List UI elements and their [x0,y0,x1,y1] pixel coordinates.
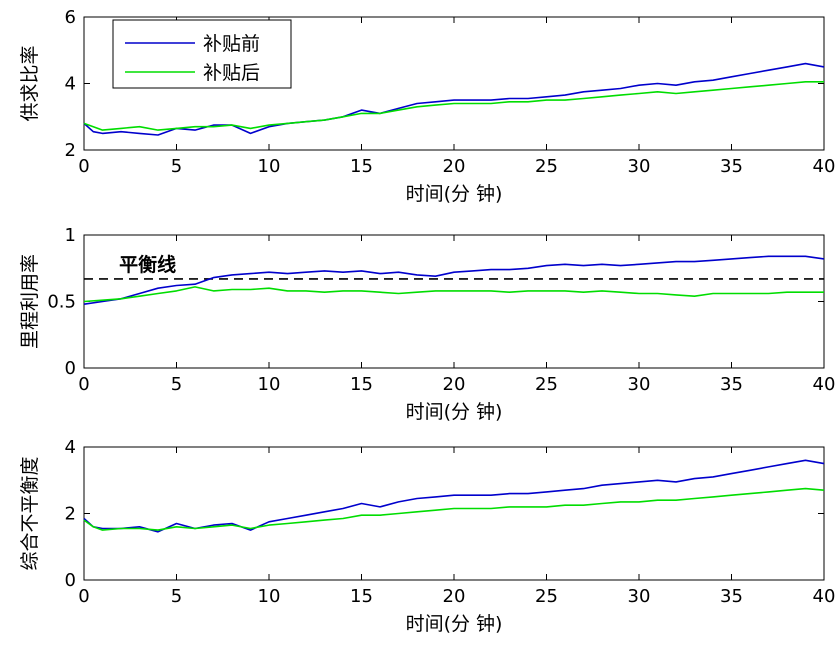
x-tick-label: 10 [258,586,281,607]
x-tick-label: 5 [171,586,182,607]
y-tick-label: 6 [65,7,76,28]
x-tick-label: 25 [535,586,558,607]
x-tick-label: 40 [813,374,836,395]
x-tick-label: 5 [171,156,182,177]
x-tick-label: 15 [350,156,373,177]
x-axis-label: 时间(分 钟) [406,401,503,423]
y-tick-label: 2 [65,140,76,161]
y-tick-label: 4 [65,74,76,95]
x-tick-label: 30 [628,586,651,607]
x-tick-label: 0 [78,156,89,177]
x-axis-label: 时间(分 钟) [406,613,503,635]
x-tick-label: 15 [350,374,373,395]
x-tick-label: 10 [258,156,281,177]
y-axis-label: 供求比率 [19,45,41,121]
x-tick-label: 0 [78,374,89,395]
x-tick-label: 5 [171,374,182,395]
plot-area-3 [83,446,825,581]
x-tick-label: 20 [443,374,466,395]
y-tick-label: 2 [65,504,76,525]
y-axis-label: 综合不平衡度 [19,456,41,570]
x-tick-label: 0 [78,586,89,607]
y-tick-label: 1 [65,225,76,246]
x-tick-label: 30 [628,156,651,177]
x-tick-label: 40 [813,586,836,607]
series-line-after [83,487,825,531]
balance-line-label: 平衡线 [119,253,176,276]
series-line-before [83,255,825,305]
x-tick-label: 30 [628,374,651,395]
y-axis-label: 里程利用率 [19,254,41,349]
y-tick-label: 4 [65,437,76,458]
series-line-before [83,62,825,136]
y-tick-label: 0.5 [47,292,76,313]
series-line-after [83,286,824,303]
x-tick-label: 40 [813,156,836,177]
y-tick-label: 0 [65,570,76,591]
legend-box [112,19,292,89]
x-tick-label: 20 [443,586,466,607]
legend-label-after: 补贴后 [203,62,260,84]
x-tick-label: 25 [535,374,558,395]
x-axis-label: 时间(分 钟) [406,183,503,205]
x-tick-label: 25 [535,156,558,177]
y-tick-label: 0 [65,358,76,379]
legend-label-before: 补贴前 [203,33,260,55]
x-tick-label: 35 [720,586,743,607]
plot-area-2 [83,234,825,369]
x-tick-label: 10 [258,374,281,395]
x-tick-label: 35 [720,156,743,177]
x-tick-label: 15 [350,586,373,607]
x-tick-label: 35 [720,374,743,395]
series-line-after [83,81,824,131]
x-tick-label: 20 [443,156,466,177]
